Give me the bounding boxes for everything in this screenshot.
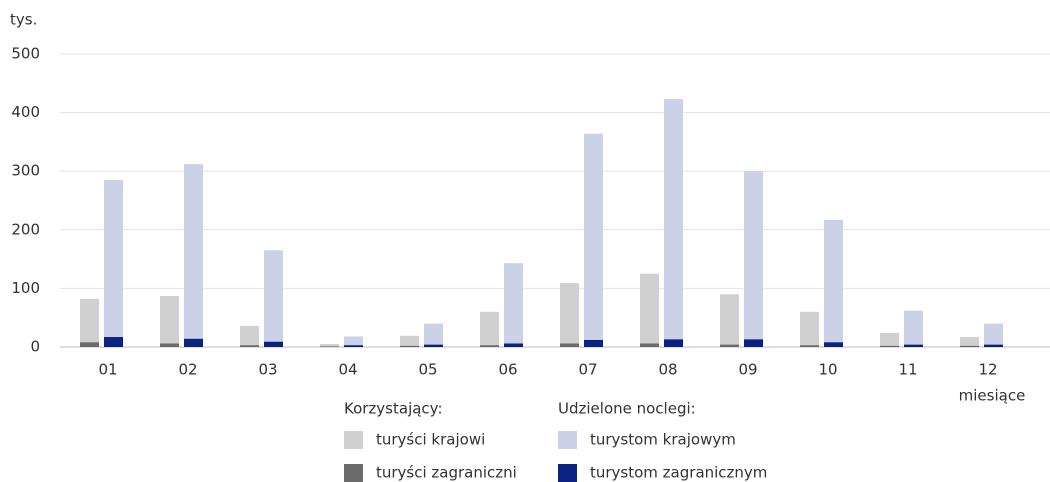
- legend-title: Korzystający:: [344, 400, 443, 418]
- legend-swatch: [344, 464, 363, 482]
- legend-title: Udzielone noclegi:: [558, 400, 696, 418]
- legend-swatch: [558, 431, 577, 449]
- x-tick-label: 11: [898, 361, 917, 379]
- bar: [664, 99, 683, 347]
- bar: [800, 345, 819, 347]
- bar: [640, 343, 659, 347]
- bar: [984, 344, 1003, 347]
- bar: [560, 283, 579, 347]
- y-tick-label: 200: [11, 220, 40, 238]
- y-tick-label: 0: [30, 338, 40, 356]
- x-tick-label: 02: [178, 361, 197, 379]
- bar: [584, 339, 603, 347]
- bar: [504, 343, 523, 347]
- bar: [240, 325, 259, 347]
- bar: [320, 346, 339, 347]
- bar: [584, 133, 603, 347]
- bar: [320, 344, 339, 347]
- x-tick-label: 04: [338, 361, 357, 379]
- bar: [744, 339, 763, 347]
- x-tick-label: 09: [738, 361, 757, 379]
- bar: [104, 179, 123, 347]
- bar: [960, 345, 979, 347]
- bar: [744, 171, 763, 347]
- bar: [184, 164, 203, 347]
- bar: [720, 294, 739, 347]
- bar: [560, 343, 579, 347]
- bar: [424, 323, 443, 347]
- legend-swatch: [344, 431, 363, 449]
- x-axis-label: miesiące: [959, 387, 1026, 405]
- legend-label: turystom zagranicznym: [590, 464, 767, 482]
- bar: [480, 345, 499, 347]
- y-tick-label: 300: [11, 162, 40, 180]
- bar: [184, 338, 203, 347]
- bar: [480, 311, 499, 347]
- x-tick-label: 05: [418, 361, 437, 379]
- bar: [720, 344, 739, 347]
- bar: [984, 323, 1003, 347]
- bar: [880, 345, 899, 347]
- y-tick-label: 400: [11, 103, 40, 121]
- bar: [664, 339, 683, 347]
- bar: [800, 311, 819, 347]
- bar: [824, 219, 843, 347]
- x-tick-label: 01: [98, 361, 117, 379]
- x-tick-label: 07: [578, 361, 597, 379]
- bar: [264, 341, 283, 347]
- bar: [904, 310, 923, 347]
- bar: [344, 345, 363, 347]
- y-axis-label: tys.: [10, 11, 37, 29]
- bar: [824, 342, 843, 347]
- bar: [160, 296, 179, 347]
- bar: [424, 344, 443, 347]
- bar: [264, 250, 283, 347]
- legend-label: turystom krajowym: [590, 431, 736, 449]
- bar: [904, 344, 923, 347]
- bar: [344, 336, 363, 347]
- legend-label: turyści krajowi: [376, 431, 485, 449]
- bar: [504, 263, 523, 347]
- bar: [240, 345, 259, 347]
- bar: [880, 332, 899, 347]
- bar: [80, 298, 99, 347]
- legend-swatch: [558, 464, 577, 482]
- y-tick-label: 500: [11, 45, 40, 63]
- x-tick-label: 06: [498, 361, 517, 379]
- bar: [160, 343, 179, 347]
- bar: [400, 335, 419, 347]
- bar: [640, 273, 659, 347]
- y-tick-label: 100: [11, 279, 40, 297]
- x-tick-label: 10: [818, 361, 837, 379]
- x-tick-label: 08: [658, 361, 677, 379]
- x-tick-label: 12: [978, 361, 997, 379]
- legend-label: turyści zagraniczni: [376, 464, 517, 482]
- bar: [960, 337, 979, 347]
- x-tick-label: 03: [258, 361, 277, 379]
- bar: [400, 345, 419, 347]
- bar: [104, 337, 123, 347]
- bar: [80, 342, 99, 347]
